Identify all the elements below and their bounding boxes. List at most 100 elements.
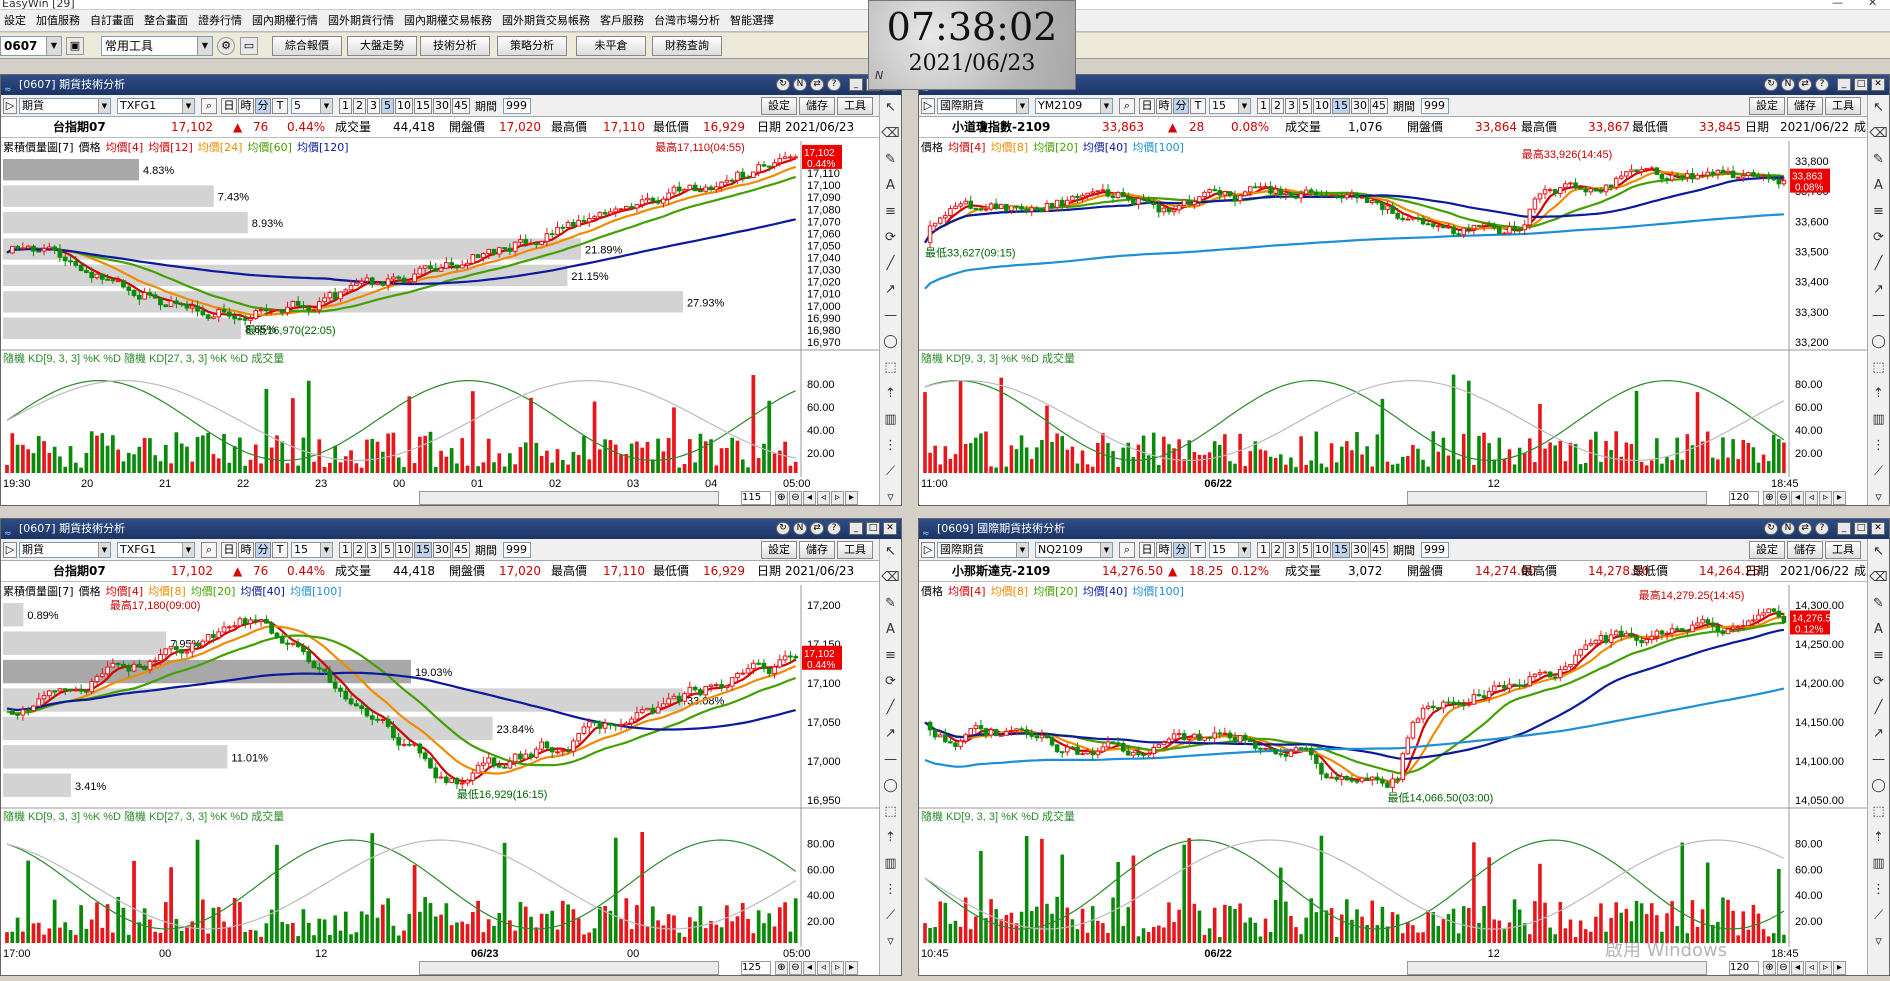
- market-select[interactable]: 期貨 ▼: [19, 98, 111, 114]
- last-icon[interactable]: ▸: [1833, 961, 1846, 975]
- chevron-down-icon[interactable]: ▼: [98, 543, 110, 557]
- chart-canvas[interactable]: 33,80033,70033,60033,50033,40033,30033,2…: [919, 75, 1867, 506]
- draw-tool-icon[interactable]: A: [1874, 622, 1883, 637]
- minute-button[interactable]: 10: [395, 542, 413, 558]
- link-icon[interactable]: ⇄: [1798, 522, 1812, 535]
- menu-item[interactable]: 整合畫面: [144, 14, 188, 27]
- minute-button[interactable]: 30: [1351, 98, 1369, 114]
- quick-button[interactable]: 大盤走勢: [347, 36, 417, 56]
- nav-icon[interactable]: N: [793, 522, 807, 535]
- menu-item[interactable]: 客戶服務: [600, 14, 644, 27]
- minute-button[interactable]: 5: [1299, 542, 1312, 558]
- nav-icon[interactable]: N: [1781, 78, 1795, 91]
- quick-button[interactable]: 綜合報價: [272, 36, 342, 56]
- minute-button[interactable]: 5: [1299, 98, 1312, 114]
- draw-tool-icon[interactable]: ⬚: [884, 360, 897, 375]
- chevron-down-icon[interactable]: ▼: [1100, 99, 1112, 113]
- minute-button[interactable]: 30: [1351, 542, 1369, 558]
- minute-button[interactable]: 15: [414, 98, 432, 114]
- draw-tool-icon[interactable]: —: [884, 308, 897, 323]
- draw-tool-icon[interactable]: ⬚: [1872, 360, 1885, 375]
- draw-tool-icon[interactable]: ⟋: [1873, 908, 1884, 923]
- draw-tool-icon[interactable]: A: [886, 178, 895, 193]
- draw-tool-icon[interactable]: ⋮: [1872, 438, 1885, 453]
- panel-button[interactable]: 儲存: [1787, 97, 1823, 115]
- interval-button[interactable]: 時: [1156, 98, 1172, 114]
- chart-canvas[interactable]: 17,12017,11017,10017,09017,08017,07017,0…: [1, 75, 879, 506]
- minute-button[interactable]: 30: [433, 542, 451, 558]
- minute-button[interactable]: 2: [1271, 98, 1284, 114]
- quick-button[interactable]: 財務查詢: [652, 36, 722, 56]
- next-icon[interactable]: ▹: [831, 961, 844, 975]
- link-icon[interactable]: ⇄: [810, 522, 824, 535]
- play-icon[interactable]: ▷: [3, 98, 17, 114]
- period-select[interactable]: 15 ▼: [291, 542, 333, 558]
- interval-button[interactable]: 日: [221, 542, 237, 558]
- draw-tool-icon[interactable]: ⌫: [881, 570, 900, 585]
- chevron-down-icon[interactable]: ▼: [46, 37, 61, 55]
- menu-item[interactable]: 國內期權交易帳務: [404, 14, 492, 27]
- draw-tool-icon[interactable]: ↖: [1873, 100, 1884, 115]
- next-icon[interactable]: ▹: [1819, 961, 1832, 975]
- period-select[interactable]: 5 ▼: [291, 98, 333, 114]
- panel-button[interactable]: 工具: [1825, 541, 1861, 559]
- draw-tool-icon[interactable]: ╱: [1874, 700, 1883, 715]
- menu-item[interactable]: 加值服務: [36, 14, 80, 27]
- menu-item[interactable]: 台灣市場分析: [654, 14, 720, 27]
- panel-button[interactable]: 工具: [837, 97, 873, 115]
- last-icon[interactable]: ▸: [845, 491, 858, 505]
- market-select[interactable]: 國際期貨 ▼: [937, 542, 1029, 558]
- draw-tool-icon[interactable]: ╱: [886, 256, 895, 271]
- restore-icon[interactable]: □: [866, 522, 880, 535]
- draw-tool-icon[interactable]: ▿: [887, 934, 894, 949]
- chevron-down-icon[interactable]: ▼: [1238, 543, 1250, 557]
- draw-tool-icon[interactable]: ≡: [1873, 648, 1884, 663]
- panel-button[interactable]: 設定: [761, 541, 797, 559]
- play-icon[interactable]: ▷: [3, 542, 17, 558]
- interval-button[interactable]: T: [272, 542, 288, 558]
- zoom-out-icon[interactable]: ⊖: [1777, 961, 1790, 975]
- zoom-value[interactable]: 115: [741, 491, 771, 505]
- help-icon[interactable]: ?: [827, 522, 841, 535]
- period-input[interactable]: 999: [1421, 542, 1449, 558]
- draw-tool-icon[interactable]: ✎: [1873, 596, 1884, 611]
- link-icon[interactable]: ⇄: [810, 78, 824, 91]
- interval-button[interactable]: 日: [221, 98, 237, 114]
- draw-tool-icon[interactable]: —: [884, 752, 897, 767]
- minimize-icon[interactable]: _: [1837, 78, 1851, 91]
- search-icon[interactable]: ⌕: [201, 542, 217, 558]
- draw-tool-icon[interactable]: ▿: [1875, 934, 1882, 949]
- panel-button[interactable]: 設定: [1749, 97, 1785, 115]
- period-input[interactable]: 999: [503, 98, 531, 114]
- period-select[interactable]: 15 ▼: [1209, 98, 1251, 114]
- draw-tool-icon[interactable]: ⌫: [881, 126, 900, 141]
- chart-canvas[interactable]: 14,300.0014,250.0014,200.0014,150.0014,1…: [919, 519, 1867, 976]
- minute-button[interactable]: 5: [381, 542, 394, 558]
- minute-button[interactable]: 10: [395, 98, 413, 114]
- restore-icon[interactable]: □: [1854, 522, 1868, 535]
- minute-button[interactable]: 10: [1313, 542, 1331, 558]
- zoom-value[interactable]: 120: [1729, 491, 1759, 505]
- close-icon[interactable]: ✕: [1871, 78, 1885, 91]
- menu-item[interactable]: 證券行情: [198, 14, 242, 27]
- link-icon[interactable]: ⇄: [1798, 78, 1812, 91]
- refresh-icon[interactable]: ↻: [776, 522, 790, 535]
- refresh-icon[interactable]: ↻: [1764, 78, 1778, 91]
- draw-tool-icon[interactable]: ⇡: [1873, 386, 1884, 401]
- first-icon[interactable]: ◂: [803, 491, 816, 505]
- minute-button[interactable]: 1: [339, 542, 352, 558]
- refresh-icon[interactable]: ↻: [776, 78, 790, 91]
- draw-tool-icon[interactable]: ⟳: [885, 230, 896, 245]
- minimize-icon[interactable]: —: [1832, 0, 1843, 9]
- play-icon[interactable]: ▷: [921, 98, 935, 114]
- help-icon[interactable]: ?: [1815, 522, 1829, 535]
- last-icon[interactable]: ▸: [1833, 491, 1846, 505]
- time-scrollbar[interactable]: [419, 491, 719, 505]
- zoom-out-icon[interactable]: ⊖: [789, 491, 802, 505]
- refresh-icon[interactable]: ↻: [1764, 522, 1778, 535]
- minute-button[interactable]: 3: [367, 542, 380, 558]
- draw-tool-icon[interactable]: ⋮: [884, 882, 897, 897]
- menu-item[interactable]: 自訂畫面: [90, 14, 134, 27]
- restore-icon[interactable]: □: [1854, 78, 1868, 91]
- symbol-select[interactable]: NQ2109 ▼: [1035, 542, 1113, 558]
